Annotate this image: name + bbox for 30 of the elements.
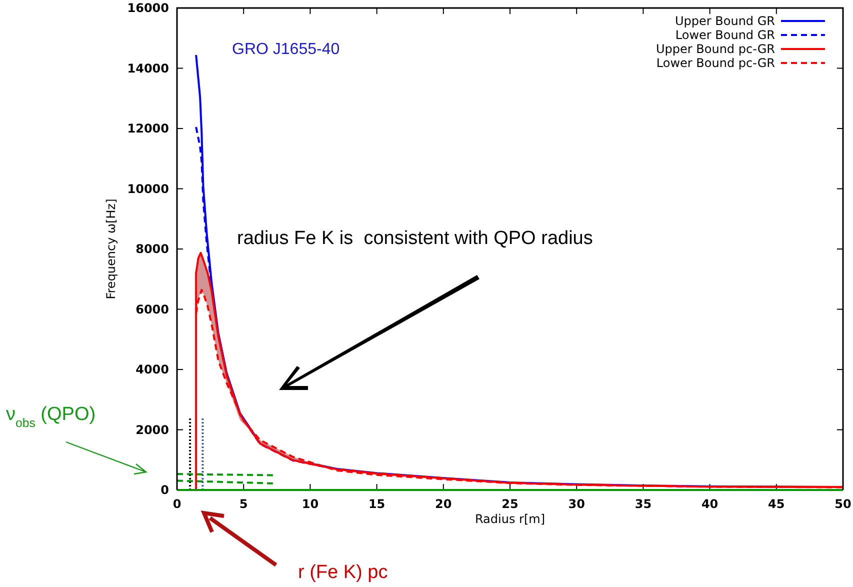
x-tick-label: 10 xyxy=(302,497,319,511)
y-tick-label: 14000 xyxy=(127,61,169,76)
legend-label: Upper Bound pc-GR xyxy=(656,42,775,56)
y-axis-title: Frequency ω[Hz] xyxy=(104,198,118,300)
x-tick-label: 50 xyxy=(834,497,852,511)
y-tick-label: 8000 xyxy=(136,242,169,256)
x-tick-label: 0 xyxy=(172,497,182,511)
x-tick-label: 15 xyxy=(368,497,386,511)
x-axis-title: Radius r[m] xyxy=(474,512,546,526)
x-tick-label: 20 xyxy=(435,497,452,511)
y-tick-label: 0 xyxy=(160,483,169,497)
legend-label: Lower Bound GR xyxy=(675,28,775,42)
x-tick-label: 5 xyxy=(239,497,248,511)
annotation: radius Fe K is consistent with QPO radius xyxy=(237,228,593,249)
legend-label: Lower Bound pc-GR xyxy=(656,56,775,70)
y-tick-label: 12000 xyxy=(127,122,169,136)
x-tick-label: 45 xyxy=(768,497,785,511)
legend-label: Upper Bound GR xyxy=(674,14,775,28)
y-tick-label: 6000 xyxy=(136,302,169,316)
y-tick-label: 2000 xyxy=(136,422,169,437)
y-tick-label: 16000 xyxy=(127,1,169,15)
x-tick-label: 35 xyxy=(634,497,652,511)
x-tick-label: 30 xyxy=(568,497,585,511)
x-tick-label: 40 xyxy=(701,497,718,511)
annotation: GRO J1655-40 xyxy=(232,41,340,58)
x-tick-label: 25 xyxy=(502,497,518,511)
y-tick-label: 10000 xyxy=(127,182,169,196)
text: r (Fe K) pc xyxy=(298,562,388,583)
text: ν$_{obs}$ (QPO) xyxy=(6,404,96,430)
y-tick-label: 4000 xyxy=(136,362,169,376)
